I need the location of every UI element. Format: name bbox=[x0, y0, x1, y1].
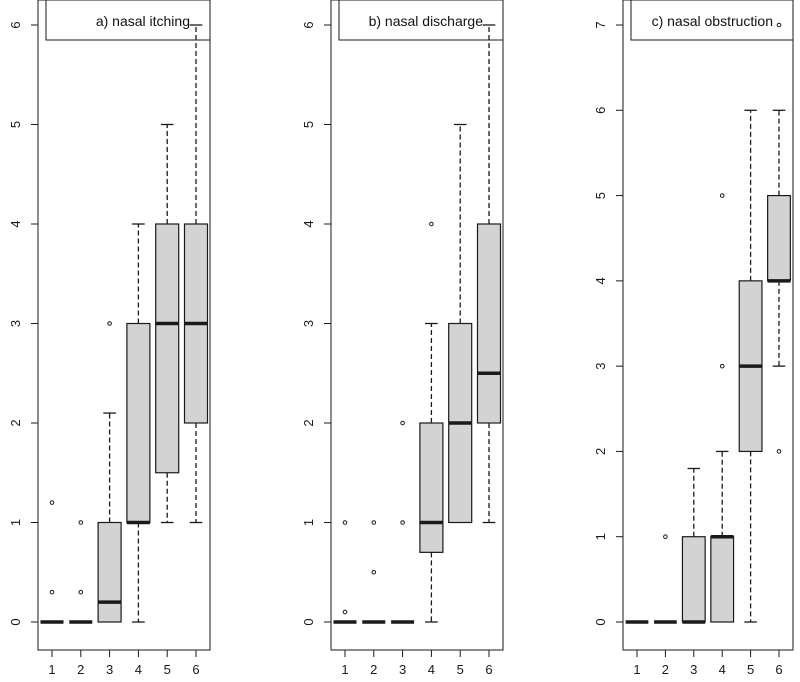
y-tick-label: 0 bbox=[8, 618, 23, 625]
x-tick-label: 2 bbox=[662, 662, 669, 677]
box-6 bbox=[476, 24, 502, 524]
box-body bbox=[767, 194, 791, 282]
outlier-point bbox=[400, 420, 405, 426]
y-tick-label: 0 bbox=[593, 618, 608, 625]
x-tick-label: 1 bbox=[341, 662, 348, 677]
y-tick-label: 6 bbox=[593, 107, 608, 114]
y-tick-label: 4 bbox=[8, 220, 23, 227]
x-tick-label: 2 bbox=[77, 662, 84, 677]
plot-border bbox=[37, 0, 211, 651]
x-tick-label: 4 bbox=[719, 662, 726, 677]
x-tick-label: 4 bbox=[428, 662, 435, 677]
x-tick-label: 6 bbox=[192, 662, 199, 677]
x-tick-label: 6 bbox=[775, 662, 782, 677]
box-body bbox=[710, 536, 735, 623]
box-4 bbox=[710, 193, 735, 623]
box-5 bbox=[155, 123, 180, 524]
y-tick-label: 6 bbox=[8, 21, 23, 28]
x-tick-label: 2 bbox=[370, 662, 377, 677]
plot-border bbox=[622, 0, 794, 651]
y-tick-label: 1 bbox=[301, 519, 316, 526]
box-body bbox=[155, 223, 180, 474]
box-6 bbox=[767, 22, 791, 454]
box-3 bbox=[391, 420, 415, 624]
outlier-point bbox=[371, 569, 377, 575]
box-6 bbox=[183, 24, 209, 524]
y-tick-label: 3 bbox=[8, 320, 23, 327]
outlier-point bbox=[371, 520, 377, 525]
y-tick-label: 2 bbox=[301, 419, 316, 426]
x-tick-label: 1 bbox=[48, 662, 55, 677]
box-3 bbox=[681, 467, 706, 624]
x-tick-label: 3 bbox=[690, 662, 697, 677]
y-tick-label: 7 bbox=[593, 21, 608, 28]
outlier-point bbox=[719, 363, 725, 369]
y-tick-label: 1 bbox=[8, 519, 23, 526]
outlier-point bbox=[49, 500, 55, 505]
y-tick-label: 3 bbox=[301, 320, 316, 327]
x-tick-label: 5 bbox=[164, 662, 171, 677]
box-body bbox=[476, 223, 502, 424]
x-tick-label: 5 bbox=[747, 662, 754, 677]
box-4 bbox=[126, 223, 151, 623]
outlier-point bbox=[342, 520, 348, 525]
panel-1: a) nasal itching 0 1 2 3 4 5 6 1 2 3 4 5 6 bbox=[8, 0, 211, 677]
box-3 bbox=[97, 321, 122, 623]
outlier-point bbox=[78, 589, 84, 595]
outlier-point bbox=[78, 520, 84, 525]
panel-3: c) nasal obstruction 0 1 2 3 4 5 6 7 1 2 3 4 5 6 bbox=[593, 0, 794, 677]
outlier-point bbox=[776, 22, 782, 28]
box-2 bbox=[654, 534, 677, 624]
x-tick-label: 6 bbox=[485, 662, 492, 677]
x-tick-label: 1 bbox=[633, 662, 640, 677]
y-tick-label: 1 bbox=[593, 533, 608, 540]
box-5 bbox=[738, 109, 763, 623]
x-tick-label: 3 bbox=[106, 662, 113, 677]
outlier-point bbox=[400, 520, 405, 525]
box-2 bbox=[69, 520, 93, 624]
outlier-point bbox=[107, 321, 112, 326]
box-body bbox=[419, 422, 444, 553]
outlier-point bbox=[429, 221, 434, 227]
box-body bbox=[681, 536, 706, 623]
outlier-point bbox=[49, 589, 55, 595]
panel-title: a) nasal itching bbox=[96, 13, 190, 29]
y-tick-label: 2 bbox=[593, 448, 608, 455]
y-tick-label: 3 bbox=[593, 363, 608, 370]
y-tick-label: 4 bbox=[593, 277, 608, 284]
y-tick-label: 0 bbox=[301, 618, 316, 625]
box-1 bbox=[333, 520, 357, 624]
x-tick-label: 4 bbox=[135, 662, 142, 677]
box-5 bbox=[448, 123, 473, 524]
title-box bbox=[45, 0, 211, 41]
panel-2: b) nasal discharge 0 1 2 3 4 5 6 1 2 3 4 5 6 bbox=[301, 0, 504, 677]
box-1 bbox=[40, 500, 64, 624]
x-tick-label: 3 bbox=[399, 662, 406, 677]
box-4 bbox=[419, 221, 444, 623]
title-box bbox=[338, 0, 504, 41]
plot-border bbox=[330, 0, 504, 651]
y-tick-label: 5 bbox=[8, 121, 23, 128]
outlier-point bbox=[663, 534, 668, 540]
panel-title: c) nasal obstruction bbox=[652, 13, 773, 29]
box-body bbox=[97, 521, 122, 623]
title-box bbox=[630, 0, 794, 41]
y-tick-label: 4 bbox=[301, 220, 316, 227]
panel-title: b) nasal discharge bbox=[369, 13, 484, 29]
y-tick-label: 2 bbox=[8, 419, 23, 426]
outlier-point bbox=[342, 609, 348, 615]
box-2 bbox=[362, 520, 386, 624]
y-tick-label: 5 bbox=[593, 192, 608, 199]
x-tick-label: 5 bbox=[457, 662, 464, 677]
outlier-point bbox=[776, 449, 782, 454]
y-tick-label: 5 bbox=[301, 121, 316, 128]
outlier-point bbox=[719, 193, 725, 198]
y-tick-label: 6 bbox=[301, 21, 316, 28]
box-body bbox=[126, 322, 151, 524]
